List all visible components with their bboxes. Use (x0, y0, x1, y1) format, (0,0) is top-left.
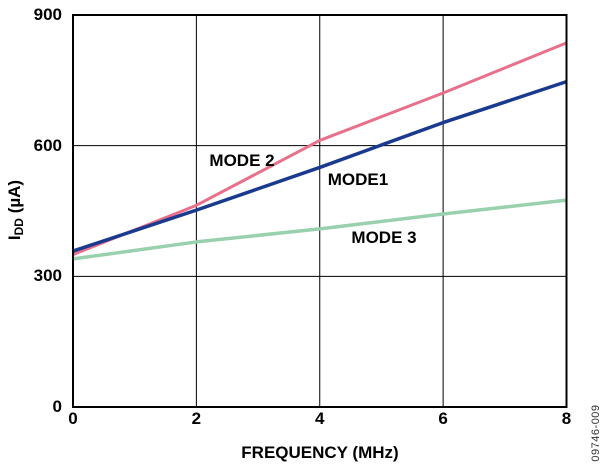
x-tick-label: 0 (68, 409, 78, 428)
y-axis-title-subscript: DD (12, 218, 26, 236)
y-axis-title: IDD (µA) (5, 150, 26, 270)
x-tick-label: 4 (315, 409, 325, 428)
gridlines (73, 15, 567, 407)
y-tick-label: 900 (33, 5, 62, 24)
plot-border (72, 14, 568, 408)
y-tick-label: 0 (52, 397, 62, 416)
y-tick-label: 300 (33, 266, 62, 286)
series-label-mode3: MODE 3 (351, 228, 417, 247)
series-label-mode2: MODE 2 (209, 151, 275, 170)
figure-number-watermark: 09746-009 (590, 404, 602, 462)
x-tick-label: 2 (191, 409, 202, 428)
y-tick-label: 600 (33, 135, 62, 155)
y-axis-title-unit: (µA) (5, 179, 24, 219)
mode1-line (72, 79, 568, 253)
x-tick-label: 6 (438, 409, 448, 428)
x-tick-label: 8 (561, 409, 572, 428)
series-label-mode1: MODE1 (327, 170, 389, 189)
mode3-line (72, 198, 567, 261)
y-axis-title-symbol: I (5, 235, 24, 241)
x-axis-title: FREQUENCY (MHz) (241, 443, 399, 462)
mode2-line (72, 41, 568, 256)
